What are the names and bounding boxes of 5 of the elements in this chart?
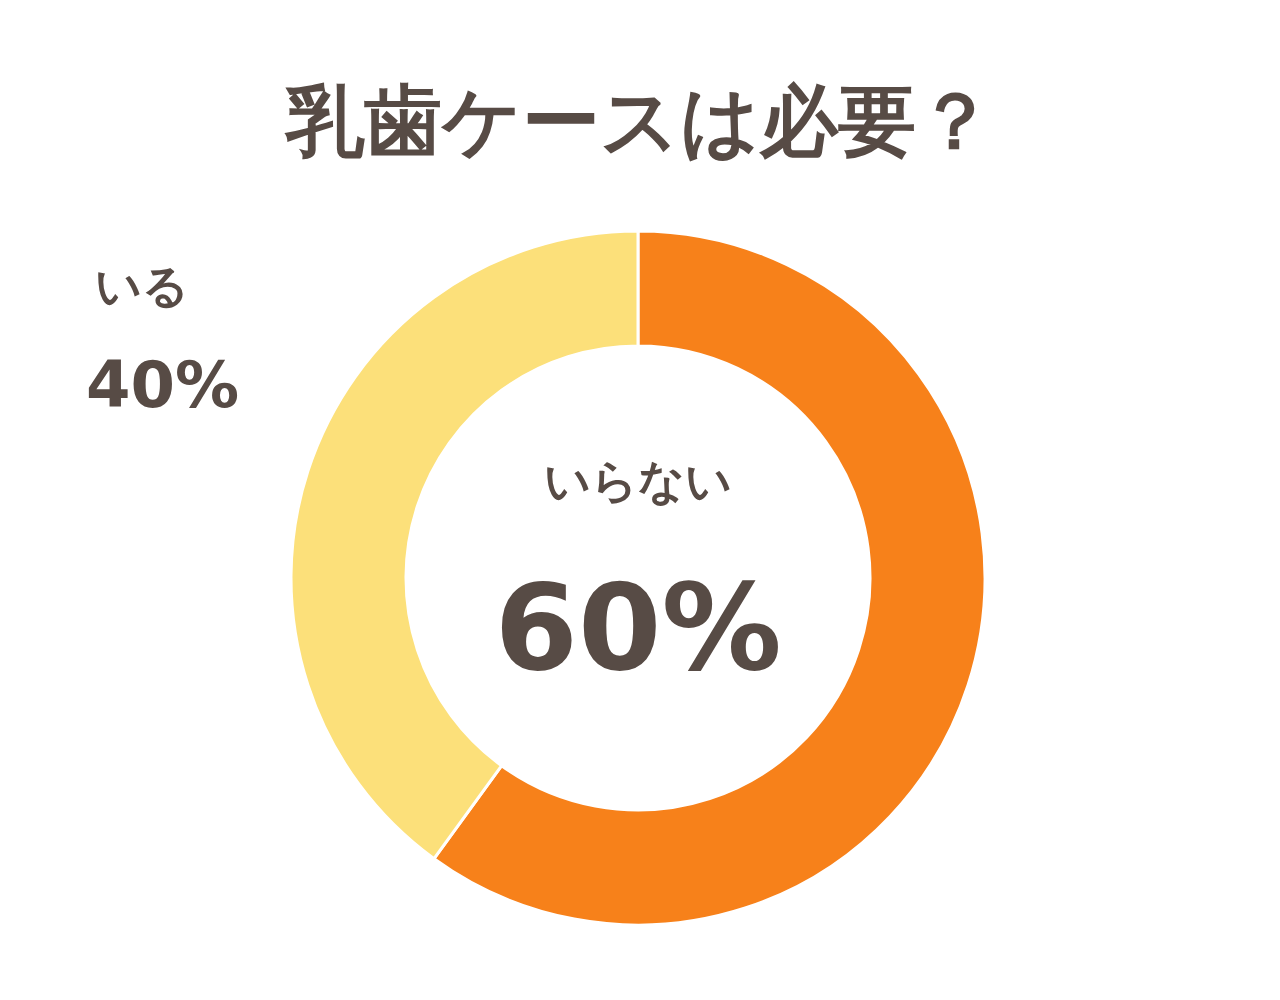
data-label: 40% [85,348,240,423]
data-label: 60% [494,558,782,697]
slice-label: いらない [544,454,732,508]
slice-label: いる [95,259,190,314]
chart-title: 乳歯ケースは必要？ [284,76,994,166]
